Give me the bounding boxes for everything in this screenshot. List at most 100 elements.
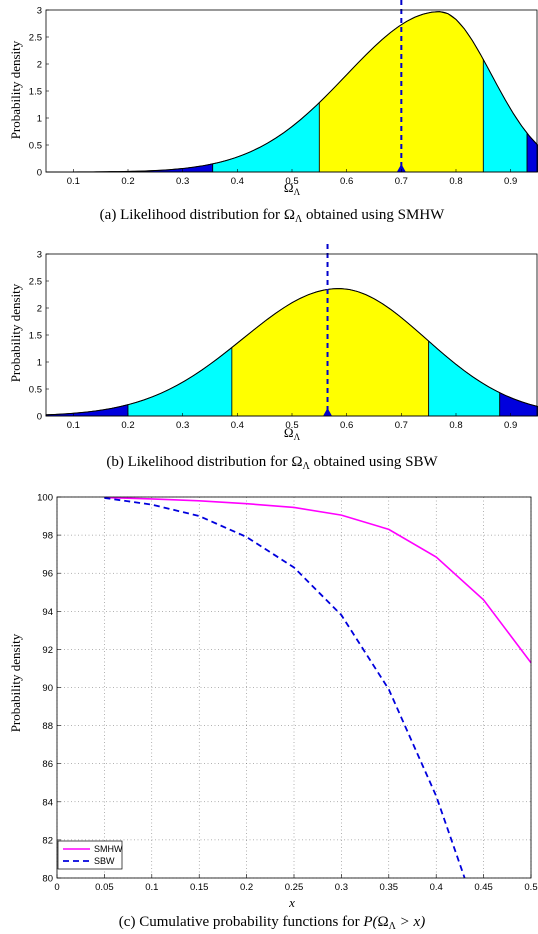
b-caption-prefix: (b) Likelihood distribution for xyxy=(106,454,291,470)
a-ytick-label: 0 xyxy=(37,168,42,179)
c-xtick-label: 0.25 xyxy=(285,882,304,893)
b-xtick-label: 0.2 xyxy=(121,420,134,431)
a-xtick-label: 0.5 xyxy=(285,176,298,187)
c-legend-label-smhw: SMHW xyxy=(94,844,123,854)
a-ytick-label: 1 xyxy=(37,114,42,125)
a-xtick-label: 0.9 xyxy=(504,176,517,187)
c-ytick-label: 96 xyxy=(42,569,53,580)
b-ytick-label: 2 xyxy=(37,304,42,315)
a-xtick-label: 0.8 xyxy=(449,176,462,187)
c-ytick-label: 98 xyxy=(42,531,53,542)
c-ytick-label: 80 xyxy=(42,874,53,885)
a-xtick-label: 0.2 xyxy=(121,176,134,187)
a-xlabel-symbol: Ω xyxy=(284,180,294,195)
b-xtick-label: 0.4 xyxy=(231,420,244,431)
c-xtick-label: 0.45 xyxy=(474,882,493,893)
c-caption-p: P( xyxy=(362,914,378,930)
c-x-ticks: 0 0.05 0.1 0.15 0.2 0.25 0.3 0.35 0.4 0.45 0.5 xyxy=(54,874,538,893)
c-ytick-label: 90 xyxy=(42,683,53,694)
panel-a-likelihood-smhw: 0.1 0.2 0.3 0.4 0.5 0.6 0.7 0.8 0.9 0 0.5 1 1.5 2 2.5… xyxy=(8,0,538,225)
b-xtick-label: 0.5 xyxy=(285,420,298,431)
c-xlabel: x xyxy=(288,895,295,910)
a-ytick-label: 2.5 xyxy=(29,33,42,44)
b-region-5 xyxy=(499,392,538,417)
c-legend-label-sbw: SBW xyxy=(94,856,115,866)
a-caption-prefix: (a) Likelihood distribution for xyxy=(100,207,284,223)
a-region-2 xyxy=(212,101,320,173)
b-ytick-label: 1 xyxy=(37,358,42,369)
c-ytick-label: 92 xyxy=(42,645,53,656)
c-series-sbw-line xyxy=(104,497,466,879)
b-shaded-regions xyxy=(45,288,538,417)
c-xtick-label: 0.2 xyxy=(240,882,253,893)
c-ytick-label: 86 xyxy=(42,759,53,770)
c-caption-symbol: Ω xyxy=(378,914,389,930)
b-xtick-label: 0.1 xyxy=(67,420,80,431)
c-xtick-label: 0.35 xyxy=(380,882,399,893)
c-ytick-label: 100 xyxy=(37,493,53,504)
a-caption: (a) Likelihood distribution for ΩΛ obtai… xyxy=(100,207,445,225)
a-ytick-label: 1.5 xyxy=(29,87,42,98)
c-ytick-label: 94 xyxy=(42,607,53,618)
a-ytick-label: 2 xyxy=(37,60,42,71)
a-shaded-regions xyxy=(45,11,538,173)
b-xtick-label: 0.3 xyxy=(176,420,189,431)
a-marker-triangle xyxy=(396,164,406,172)
c-legend-box xyxy=(57,840,123,870)
b-x-ticks: 0.1 0.2 0.3 0.4 0.5 0.6 0.7 0.8 0.9 xyxy=(67,413,517,431)
a-caption-suffix: obtained using SMHW xyxy=(302,207,445,223)
c-xtick-label: 0.05 xyxy=(95,882,114,893)
b-caption-symbol: Ω xyxy=(291,454,302,470)
b-ytick-label: 2.5 xyxy=(29,277,42,288)
b-xtick-label: 0.6 xyxy=(340,420,353,431)
b-region-2 xyxy=(127,346,233,417)
c-y-ticks: 80 82 84 86 88 90 92 94 96 98 100 xyxy=(37,493,61,885)
b-y-ticks: 0 0.5 1 1.5 2 2.5 3 xyxy=(29,250,49,423)
a-ylabel: Probability density xyxy=(8,40,23,139)
a-ytick-label: 3 xyxy=(37,6,42,17)
c-grid xyxy=(56,496,532,879)
b-ytick-label: 0 xyxy=(37,412,42,423)
b-ylabel: Probability density xyxy=(8,283,23,382)
c-xtick-label: 0.4 xyxy=(430,882,443,893)
c-ylabel: Probability density xyxy=(8,633,23,732)
a-xtick-label: 0.3 xyxy=(176,176,189,187)
b-region-4 xyxy=(428,340,501,417)
b-caption: (b) Likelihood distribution for ΩΛ obtai… xyxy=(106,454,438,472)
c-caption-subscript: Λ xyxy=(389,921,397,932)
b-xlabel: ΩΛ xyxy=(284,425,301,442)
a-ytick-label: 0.5 xyxy=(29,141,42,152)
b-density-curve xyxy=(45,288,538,416)
b-xlabel-symbol: Ω xyxy=(284,425,294,440)
a-caption-symbol: Ω xyxy=(284,207,295,223)
a-caption-subscript: Λ xyxy=(295,214,303,225)
a-xtick-label: 0.1 xyxy=(67,176,80,187)
c-xtick-label: 0.5 xyxy=(524,882,537,893)
b-xlabel-subscript: Λ xyxy=(294,432,301,442)
panel-c-cumulative: 0 0.05 0.1 0.15 0.2 0.25 0.3 0.35 0.4 0.45 0.5 808… xyxy=(8,493,538,933)
b-marker-triangle xyxy=(323,408,333,416)
a-x-ticks: 0.1 0.2 0.3 0.4 0.5 0.6 0.7 0.8 0.9 xyxy=(67,169,517,187)
a-region-4 xyxy=(482,59,528,173)
b-xtick-label: 0.8 xyxy=(449,420,462,431)
b-caption-suffix: obtained using SBW xyxy=(310,454,439,470)
a-xtick-label: 0.6 xyxy=(340,176,353,187)
b-ytick-label: 0.5 xyxy=(29,385,42,396)
a-xtick-label: 0.4 xyxy=(231,176,244,187)
c-xtick-label: 0.3 xyxy=(335,882,348,893)
c-caption-suffix: > x) xyxy=(396,914,425,930)
a-xtick-label: 0.7 xyxy=(395,176,408,187)
b-region-3 xyxy=(231,288,430,417)
c-ytick-label: 84 xyxy=(42,797,53,808)
c-ytick-label: 82 xyxy=(42,835,53,846)
c-ytick-label: 88 xyxy=(42,721,53,732)
a-y-ticks: 0 0.5 1 1.5 2 2.5 3 xyxy=(29,6,49,179)
b-caption-subscript: Λ xyxy=(302,461,310,472)
c-xtick-label: 0.1 xyxy=(145,882,158,893)
c-xtick-label: 0 xyxy=(54,882,59,893)
a-xlabel: ΩΛ xyxy=(284,180,301,197)
c-legend: SMHW SBW xyxy=(57,840,123,870)
a-xlabel-subscript: Λ xyxy=(294,187,301,197)
c-caption: (c) Cumulative probability functions for… xyxy=(119,914,425,932)
